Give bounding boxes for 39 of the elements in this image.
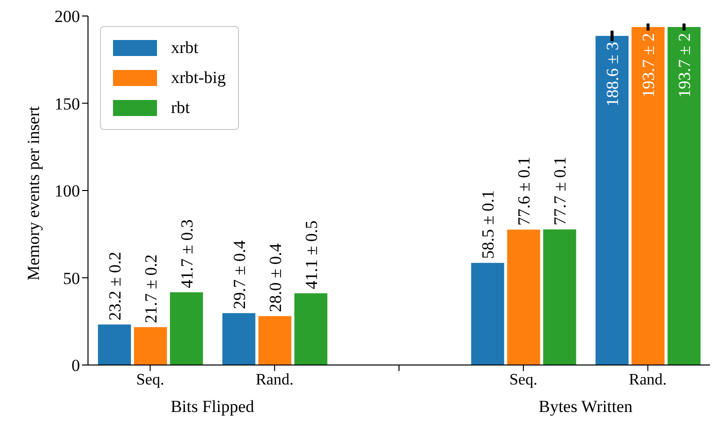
legend-label: xrbt [171,38,198,58]
bar [596,36,629,365]
bar [668,26,701,365]
data-label: 41.7 ± 0.3 [177,219,196,288]
bar [294,293,328,365]
x-tick-label: Rand. [256,371,294,388]
data-label: 193.7 ± 2 [675,32,694,98]
data-label: 21.7 ± 0.2 [141,254,160,324]
bar [258,316,292,365]
x-tick-label: Seq. [136,371,164,388]
y-axis-title: Memory events per insert [24,106,44,280]
y-tick-label: 200 [54,7,80,26]
y-tick-label: 150 [54,94,80,114]
data-label: 29.7 ± 0.4 [230,240,249,310]
text: Bits Flipped [170,397,256,417]
data-label: 23.2 ± 0.2 [105,252,124,321]
bar [471,262,504,365]
data-label: 77.6 ± 0.1 [514,156,534,226]
x-tick-label: Seq. [509,371,538,388]
data-label: 58.5 ± 0.1 [478,190,498,259]
bar [507,230,540,365]
data-label: 41.1 ± 0.5 [302,220,321,290]
x-tick-label: Rand. [628,371,667,388]
legend-label: rbt [171,98,190,118]
data-label: 188.6 ± 3 [603,42,622,106]
data-label: 77.7 ± 0.1 [550,156,570,226]
bar [632,26,665,365]
bar [170,292,203,365]
y-tick-label: 100 [54,182,80,201]
bar [543,229,576,365]
bar [98,324,131,365]
bar [222,313,256,365]
y-tick-label: 0 [72,356,80,376]
bar [134,327,167,365]
legend-label: xrbt-big [171,68,226,88]
data-label: 193.7 ± 2 [639,32,658,98]
y-tick-label: 50 [63,268,80,288]
data-label: 28.0 ± 0.4 [266,242,285,312]
text: Bytes Written [538,397,634,417]
